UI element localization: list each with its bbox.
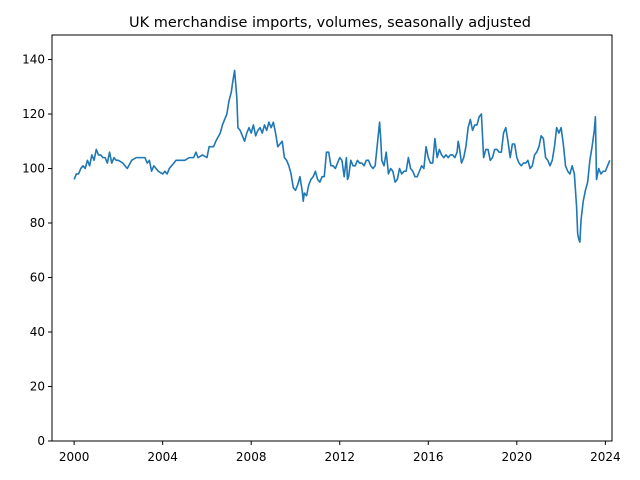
y-axis: 0 20 40 60 80 100 120 140	[22, 53, 52, 448]
x-axis: 2000 2004 2008 2012 2016 2020 2024	[59, 441, 621, 464]
y-tick-label-2: 40	[30, 325, 45, 339]
series-layer	[73, 69, 611, 243]
y-tick-label-0: 0	[37, 434, 45, 448]
plot-frame	[51, 34, 613, 442]
x-tick-label-4: 2016	[413, 450, 444, 464]
series-line-0	[73, 69, 611, 243]
x-tick-label-0: 2000	[59, 450, 90, 464]
x-tick-label-2: 2008	[236, 450, 267, 464]
y-tick-label-4: 80	[30, 216, 45, 230]
y-tick-label-7: 140	[22, 53, 45, 67]
chart-title: UK merchandise imports, volumes, seasona…	[129, 15, 531, 31]
x-tick-label-3: 2012	[324, 450, 355, 464]
y-tick-label-6: 120	[22, 107, 45, 121]
y-tick-label-3: 60	[30, 271, 45, 285]
y-tick-label-1: 20	[30, 380, 45, 394]
x-tick-label-5: 2020	[502, 450, 533, 464]
x-tick-label-1: 2004	[147, 450, 178, 464]
x-tick-label-6: 2024	[590, 450, 621, 464]
y-tick-label-5: 100	[22, 162, 45, 176]
